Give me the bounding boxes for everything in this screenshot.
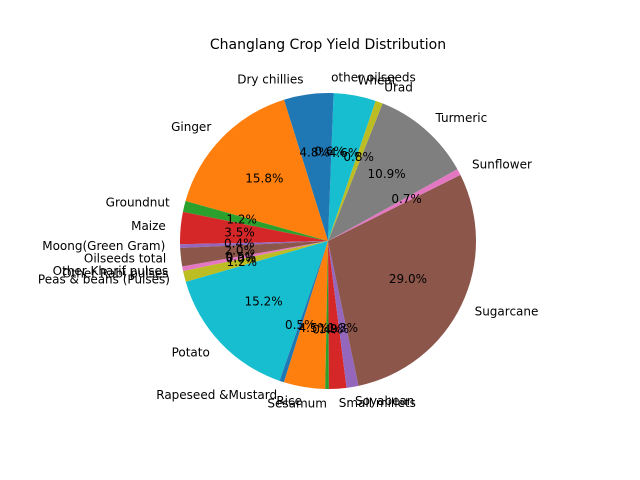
slice-percent-oilseeds-total: 2.0% — [224, 243, 255, 257]
pie-slice-other-oilseeds — [328, 93, 334, 241]
slice-percent-other-oilseeds: 0.6% — [314, 145, 345, 159]
slice-label-dry-chillies: Dry chillies — [237, 73, 303, 87]
pie-slice-ginger — [185, 99, 328, 242]
slice-percent-groundnut: 1.2% — [226, 213, 257, 227]
pie-slice-rapeseed-mustard — [279, 241, 328, 383]
slice-label-sugarcane: Sugarcane — [475, 304, 539, 318]
slice-percent-dry-chillies: 4.8% — [299, 146, 330, 160]
slice-label-wheat: Wheat — [358, 73, 397, 87]
pie-slice-sugarcane — [328, 174, 476, 386]
slice-label-urad: Urad — [384, 81, 413, 95]
slice-label-potato: Potato — [172, 345, 210, 359]
slice-percent-wheat: 4.6% — [329, 146, 360, 160]
slice-percent-other-kharif-pulses: 0.5% — [226, 250, 257, 264]
pie-labels: Dry chillies Ginger Groundnut Maize Moong(Gr… — [38, 71, 538, 411]
slice-percent-turmeric: 10.9% — [368, 167, 406, 181]
chart-title: Changlang Crop Yield Distribution — [210, 37, 446, 53]
pie-slice-moong-green-gram — [180, 241, 328, 248]
pie-slices — [180, 93, 476, 389]
slice-percent-sesamum: 0.4% — [312, 322, 343, 336]
slice-label-oilseeds-total: Oilseeds total — [84, 251, 166, 265]
pie-slice-small-millets — [328, 241, 347, 389]
pie-slice-other-kharif-pulses — [182, 241, 328, 272]
pie-slice-peas-beans-pulses — [183, 241, 328, 282]
slice-label-rice: Rice — [276, 394, 302, 408]
slice-label-small-millets: Small millets — [339, 396, 416, 410]
slice-label-soyabean: Soyabean — [355, 394, 414, 408]
pie-slice-potato — [185, 241, 328, 381]
pie-slice-wheat — [328, 93, 376, 241]
pie-slice-dry-chillies — [283, 93, 328, 241]
slice-percent-peas-beans-pulses: 1.2% — [227, 255, 258, 269]
slice-percent-sunflower: 0.7% — [391, 192, 422, 206]
pie-slice-soyabean — [328, 241, 359, 388]
slice-percent-rapeseed-mustard: 0.5% — [285, 318, 316, 332]
pie-percent-labels: 4.8%15.8%1.2%3.5%0.4%2.0%0.5%0.0%1.2%15.… — [224, 145, 427, 337]
slice-label-turmeric: Turmeric — [434, 111, 487, 125]
pie-slice-turmeric — [328, 103, 458, 241]
slice-percent-urad: 0.8% — [343, 150, 374, 164]
pie-slice-urad — [328, 100, 383, 241]
slice-percent-ginger: 15.8% — [245, 172, 283, 186]
slice-label-sunflower: Sunflower — [472, 158, 532, 172]
slice-percent-soyabean: 1.3% — [327, 321, 358, 335]
slice-percent-sugarcane: 29.0% — [389, 272, 427, 286]
slice-label-other-kharif-pulses: Other Kharif pulses — [53, 264, 168, 278]
pie-slice-maize — [180, 211, 328, 245]
slice-percent-moong-green-gram: 0.4% — [224, 237, 255, 251]
slice-percent-potato: 15.2% — [244, 295, 282, 309]
slice-label-other-oilseeds: other oilseeds — [331, 71, 416, 85]
slice-percent-other-rabi-pulses: 0.0% — [226, 252, 257, 266]
pie-slice-groundnut — [182, 200, 328, 241]
slice-percent-rice: 4.5% — [299, 321, 330, 335]
slice-percent-maize: 3.5% — [224, 226, 255, 240]
slice-label-other-rabi-pulses: Other Rabi pulses — [62, 267, 169, 281]
pie-slice-sunflower — [328, 169, 461, 241]
pie-slice-sesamum — [325, 241, 329, 389]
slice-label-rapeseed-mustard: Rapeseed &Mustard — [156, 388, 277, 402]
slice-label-sesamum: Sesamum — [267, 396, 327, 410]
slice-percent-small-millets: 1.9% — [319, 322, 350, 336]
slice-label-peas-beans-pulses: Peas & beans (Pulses) — [38, 273, 170, 287]
slice-label-maize: Maize — [131, 219, 166, 233]
slice-label-moong-green-gram: Moong(Green Gram) — [42, 239, 165, 253]
slice-label-ginger: Ginger — [171, 120, 211, 134]
slice-label-groundnut: Groundnut — [106, 195, 170, 209]
pie-slice-rice — [283, 241, 328, 389]
pie-slice-oilseeds-total — [180, 241, 328, 267]
